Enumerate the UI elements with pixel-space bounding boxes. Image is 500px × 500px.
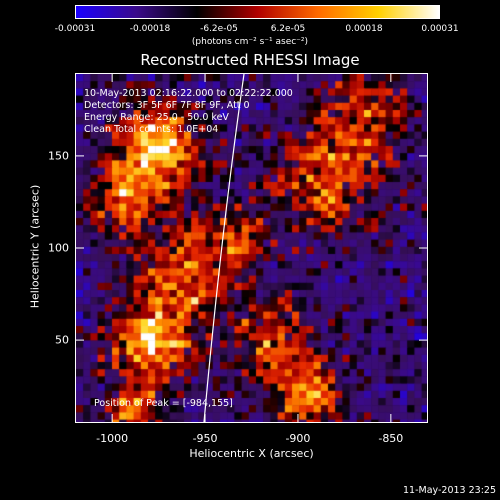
clean-counts-text: Clean Total counts: 1.0E+04 <box>84 124 219 135</box>
colorbar-tick-label: -0.00018 <box>129 24 171 34</box>
x-tick-label: -950 <box>192 432 218 445</box>
colorbar-tick-label: -0.00031 <box>54 24 96 34</box>
peak-position-text: Position of Peak = [-984,155] <box>94 398 233 409</box>
detectors-text: Detectors: 3F 5F 6F 7F 8F 9F, Att 0 <box>84 100 250 111</box>
x-tick-label: -850 <box>378 432 404 445</box>
colorbar <box>75 5 440 19</box>
x-tick-label: -900 <box>285 432 311 445</box>
y-tick-label: 150 <box>48 149 69 163</box>
colorbar-units: (photons cm⁻² s⁻¹ asec⁻²) <box>191 37 309 47</box>
colorbar-tick-label: 0.00018 <box>345 24 383 34</box>
y-tick-label: 50 <box>55 333 69 347</box>
footer-date: 11-May-2013 23:25 <box>403 485 496 496</box>
time-range-text: 10-May-2013 02:16:22.000 to 02:22:22.000 <box>84 88 293 99</box>
colorbar-tick-label: 0.00031 <box>421 24 459 34</box>
x-tick-label: -1000 <box>96 432 129 445</box>
x-axis-label: Heliocentric X (arcsec) <box>189 447 314 460</box>
energy-range-text: Energy Range: 25.0 - 50.0 keV <box>84 112 229 123</box>
y-axis-label: Heliocentric Y (arcsec) <box>28 184 42 309</box>
solar-limb-line <box>76 74 427 422</box>
y-tick-label: 100 <box>48 241 69 255</box>
chart-title: Reconstructed RHESSI Image <box>140 51 360 69</box>
heatmap-image <box>76 74 427 422</box>
colorbar-tick-label: -6.2e-05 <box>200 24 238 34</box>
plot-area: 10-May-2013 02:16:22.000 to 02:22:22.000… <box>75 73 428 423</box>
colorbar-tick-label: 6.2e-05 <box>270 24 306 34</box>
